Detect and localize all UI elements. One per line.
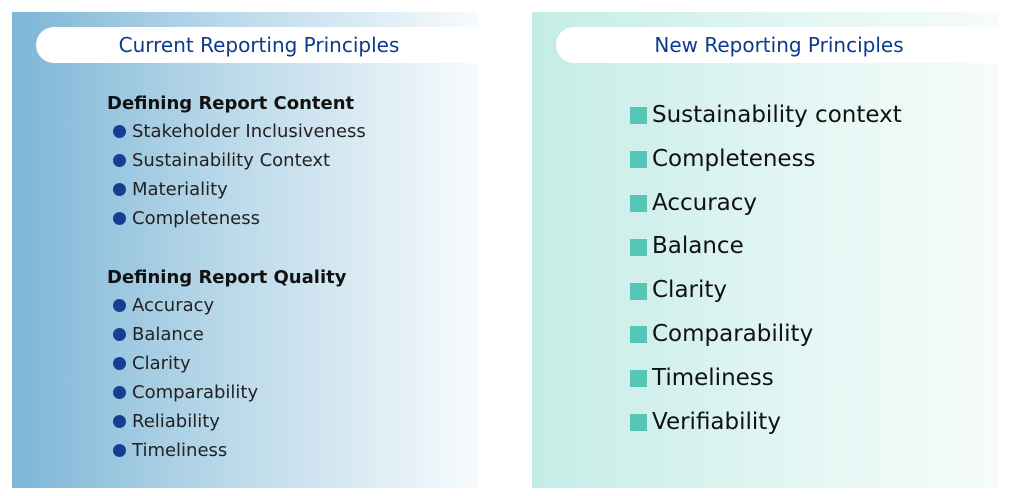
list-item-label: Balance [132,324,204,345]
bullet-dot-icon [113,183,126,196]
bullet-dot-icon [113,299,126,312]
list-item-label: Clarity [652,277,728,304]
bullet-square-icon [630,326,647,344]
list-item-label: Reliability [132,411,220,432]
list-item: Stakeholder Inclusiveness [107,117,366,146]
current-principles-title-pill: Current Reporting Principles [36,27,478,63]
list-item-label: Comparability [132,382,259,403]
list-item: Accuracy [107,291,346,320]
bullet-square-icon [630,151,647,169]
list-item-label: Sustainability context [652,102,902,128]
list-item: Balance [107,320,346,349]
list-item: Verifiability [630,401,902,445]
report-quality-list: Accuracy Balance Clarity Comparability R… [107,291,346,465]
list-item-label: Verifiability [652,408,781,435]
report-quality-section: Defining Report Quality Accuracy Balance… [107,265,346,465]
bullet-square-icon [630,194,647,212]
list-item-label: Accuracy [132,295,215,316]
list-item: Reliability [107,407,346,436]
bullet-square-icon [630,413,647,431]
list-item: Sustainability context [630,94,902,138]
list-item: Timeliness [630,357,902,401]
current-principles-title: Current Reporting Principles [118,33,400,57]
new-principles-title-pill: New Reporting Principles [556,27,998,63]
list-item-label: Timeliness [652,364,774,391]
list-item: Completeness [630,138,902,182]
new-principles-title: New Reporting Principles [654,33,904,57]
bullet-dot-icon [113,212,126,225]
new-principles-list: Sustainability context Completeness Accu… [630,94,902,444]
report-content-section: Defining Report Content Stakeholder Incl… [107,91,366,233]
list-item: Comparability [630,313,902,357]
bullet-square-icon [630,238,647,256]
bullet-dot-icon [113,125,126,138]
list-item-label: Materiality [132,179,228,200]
bullet-dot-icon [113,328,126,341]
bullet-square-icon [630,107,647,125]
bullet-dot-icon [113,415,126,428]
current-principles-panel: Current Reporting Principles Defining Re… [12,12,478,488]
list-item-label: Completeness [132,208,260,229]
list-item: Clarity [630,269,902,313]
bullet-dot-icon [113,444,126,457]
list-item: Materiality [107,175,366,204]
bullet-dot-icon [113,386,126,399]
bullet-dot-icon [113,154,126,167]
list-item-label: Clarity [132,353,191,374]
new-principles-panel: New Reporting Principles Sustainability … [532,12,998,488]
list-item: Balance [630,225,902,269]
list-item-label: Accuracy [652,189,758,216]
report-quality-heading: Defining Report Quality [107,267,347,288]
list-item-label: Completeness [652,145,816,172]
bullet-square-icon [630,282,647,300]
list-item: Completeness [107,204,366,233]
report-content-heading: Defining Report Content [107,93,355,114]
bullet-dot-icon [113,357,126,370]
list-item: Comparability [107,378,346,407]
list-item: Clarity [107,349,346,378]
list-item-label: Stakeholder Inclusiveness [132,121,366,142]
list-item-label: Timeliness [132,440,228,461]
list-item: Sustainability Context [107,146,366,175]
bullet-square-icon [630,370,647,388]
list-item-label: Comparability [652,320,814,347]
list-item-label: Sustainability Context [132,150,331,171]
report-content-list: Stakeholder Inclusiveness Sustainability… [107,117,366,233]
list-item: Accuracy [630,182,902,226]
list-item: Timeliness [107,436,346,465]
list-item-label: Balance [652,233,744,260]
